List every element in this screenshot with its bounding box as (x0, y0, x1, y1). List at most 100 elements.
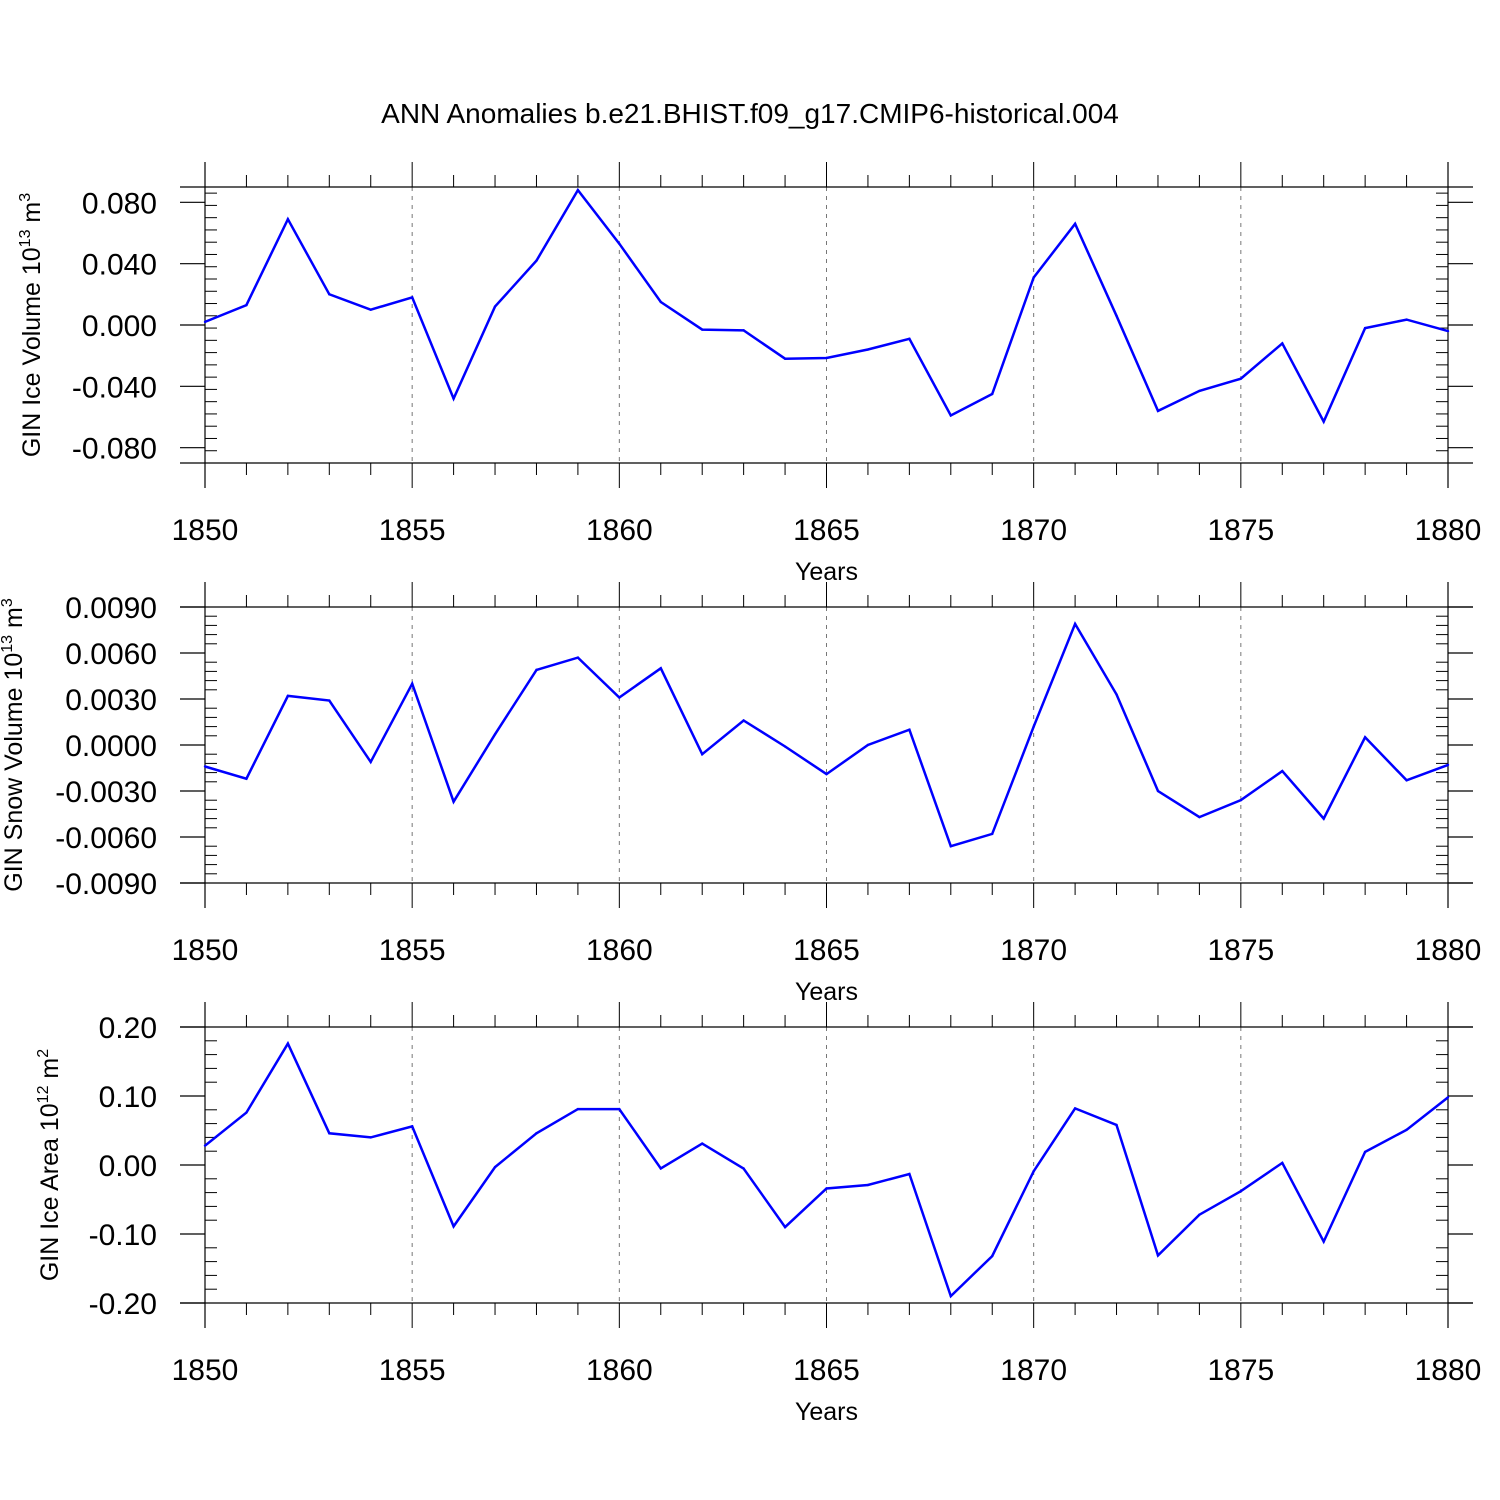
y-tick-label: 0.0060 (65, 638, 157, 671)
data-point (949, 414, 952, 417)
data-point (328, 1132, 331, 1135)
data-point (286, 1042, 290, 1045)
data-point (1032, 725, 1035, 728)
y-tick-label: -0.20 (89, 1288, 157, 1321)
x-tick-label: 1850 (172, 514, 239, 547)
data-point (1363, 326, 1367, 330)
y-tick-label: -0.10 (89, 1219, 157, 1252)
y-tick-label: -0.0030 (55, 776, 157, 809)
x-tick-label: 1860 (586, 514, 653, 547)
x-tick-label: 1860 (586, 934, 653, 967)
data-point (369, 760, 372, 764)
y-tick-label: 0.10 (99, 1081, 157, 1114)
data-point (1156, 789, 1160, 793)
data-point (1198, 389, 1201, 393)
data-point (1281, 769, 1284, 773)
data-point (1073, 1107, 1077, 1110)
y-tick-label: 0.0090 (65, 592, 157, 625)
data-point (535, 668, 538, 672)
data-point (1032, 1170, 1035, 1173)
data-point (908, 1172, 911, 1176)
data-point (576, 188, 580, 192)
data-point (203, 1144, 207, 1147)
data-point (452, 800, 455, 803)
x-tick-label: 1860 (586, 1354, 653, 1387)
x-tick-label: 1865 (793, 514, 860, 547)
data-point (866, 1183, 870, 1187)
y-tick-label: -0.080 (72, 433, 157, 466)
data-point (825, 772, 828, 776)
data-point (701, 328, 704, 331)
x-tick-label: 1865 (793, 934, 860, 967)
data-point (452, 1225, 455, 1228)
data-point (1156, 409, 1160, 413)
x-tick-label: 1850 (172, 934, 239, 967)
data-point (949, 845, 952, 848)
x-tick-label: 1870 (1000, 514, 1067, 547)
data-point (493, 305, 497, 308)
data-point (866, 348, 870, 351)
data-point (1446, 1096, 1450, 1099)
y-axis-label: GIN Snow Volume 1013 m3 (0, 598, 28, 892)
data-point (701, 753, 704, 756)
x-tick-label: 1855 (379, 934, 446, 967)
data-point (783, 745, 787, 748)
x-tick-label: 1855 (379, 514, 446, 547)
chart-panel-1: 0.080 0.040 0.000 -0.040 -0.080 1850 1855 1860 1… (17, 162, 1481, 586)
data-point (701, 1142, 704, 1145)
data-point (1446, 329, 1450, 333)
data-point (1073, 222, 1077, 225)
data-point (659, 300, 662, 304)
data-point (742, 719, 745, 722)
data-point (1363, 736, 1367, 739)
y-tick-label: 0.20 (99, 1012, 157, 1045)
x-tick-label: 1850 (172, 1354, 239, 1387)
data-point (618, 1107, 621, 1111)
data-point (245, 1111, 248, 1114)
data-point (493, 733, 497, 736)
x-tick-label: 1870 (1000, 1354, 1067, 1387)
x-tick-label: 1880 (1415, 934, 1482, 967)
data-point (410, 1125, 414, 1128)
x-axis-label: Years (795, 1398, 858, 1426)
data-point (1032, 276, 1035, 279)
y-tick-label: -0.040 (72, 371, 157, 404)
data-point (576, 1107, 580, 1111)
data-point (576, 656, 580, 659)
x-tick-label: 1875 (1207, 514, 1274, 547)
data-point (742, 1167, 745, 1170)
data-point (328, 293, 331, 296)
data-point (535, 1132, 538, 1135)
data-point (908, 337, 911, 340)
data-point (410, 682, 414, 685)
data-point (245, 777, 248, 780)
data-point (1322, 420, 1325, 423)
x-tick-label: 1855 (379, 1354, 446, 1387)
data-point (618, 242, 621, 245)
data-point (1115, 314, 1118, 317)
data-point (991, 832, 994, 836)
y-tick-label: 0.040 (82, 249, 157, 282)
y-tick-label: 0.000 (82, 310, 157, 343)
data-point (1322, 1240, 1325, 1243)
data-point (1405, 1128, 1408, 1132)
x-tick-label: 1880 (1415, 514, 1482, 547)
data-point (991, 1254, 994, 1258)
chart-title: ANN Anomalies b.e21.BHIST.f09_g17.CMIP6-… (381, 98, 1119, 129)
data-point (1115, 1123, 1118, 1127)
data-point (369, 308, 372, 311)
data-point (783, 1225, 787, 1229)
data-point (825, 356, 828, 360)
y-axis-label: GIN Ice Volume 1013 m3 (17, 193, 46, 457)
y-tick-label: 0.080 (82, 187, 157, 220)
x-tick-label: 1875 (1207, 1354, 1274, 1387)
data-point (1198, 1213, 1201, 1216)
x-tick-label: 1880 (1415, 1354, 1482, 1387)
data-point (908, 728, 911, 731)
data-point (535, 259, 538, 262)
data-point (369, 1136, 372, 1139)
data-point (1239, 1190, 1243, 1193)
chart-panel-3: 0.20 0.10 0.00 -0.10 -0.20 1850 1855 1860 1865 18… (35, 1002, 1481, 1426)
chart-panel-2: 0.0090 0.0060 0.0030 0.0000 -0.0030 -0.0060 -0… (0, 582, 1481, 1006)
